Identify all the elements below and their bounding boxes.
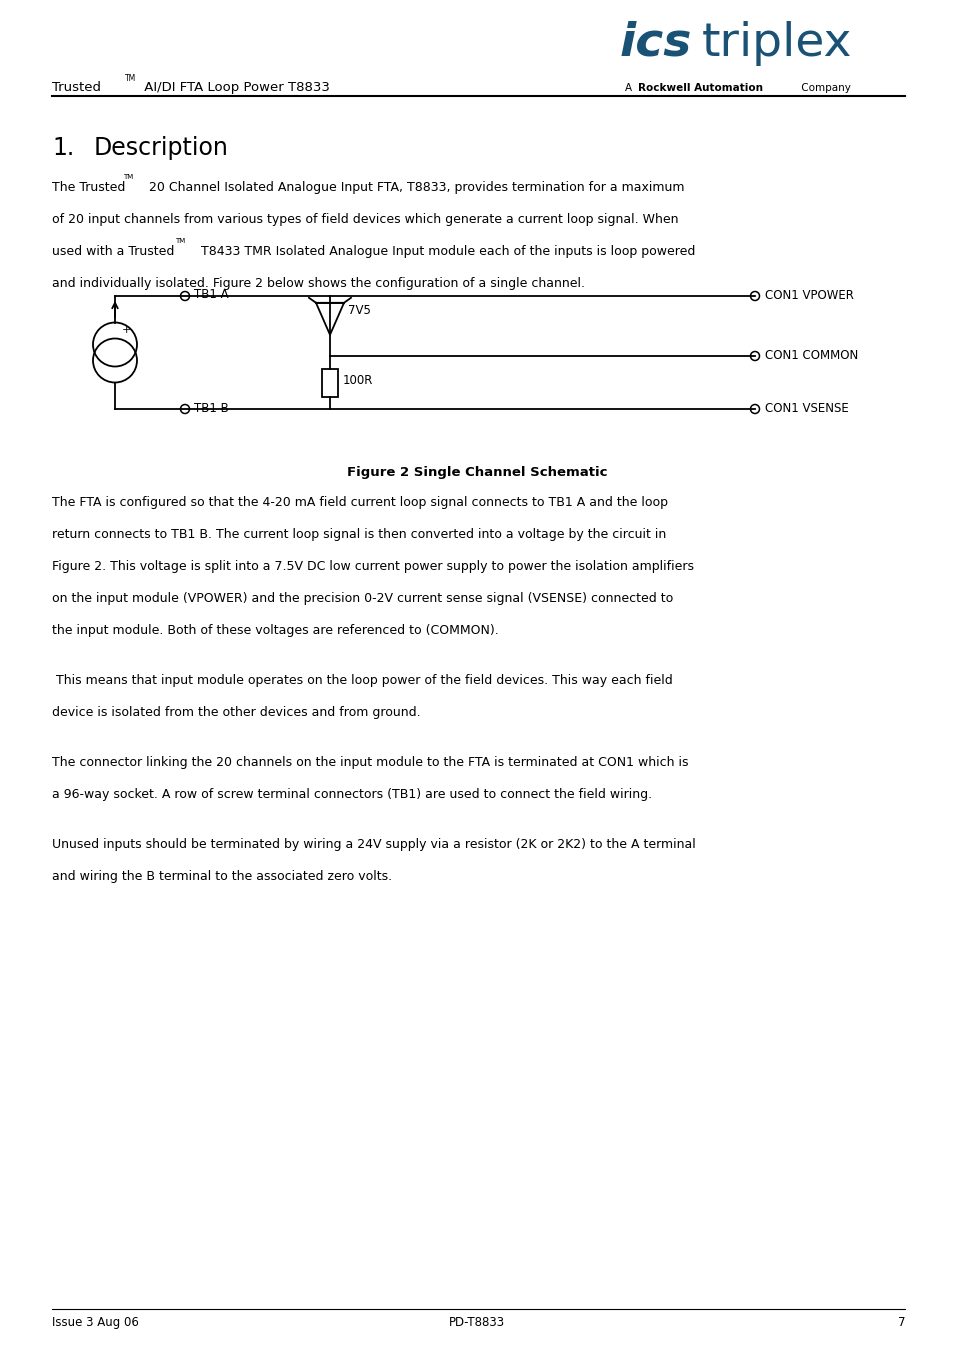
Text: ics: ics [619,22,692,66]
Text: used with a Trusted: used with a Trusted [52,245,174,258]
Text: TM: TM [175,238,185,245]
Text: The connector linking the 20 channels on the input module to the FTA is terminat: The connector linking the 20 channels on… [52,757,688,769]
Text: TB1 B: TB1 B [193,401,229,415]
Text: Trusted: Trusted [52,81,101,95]
Text: triplex: triplex [701,22,852,66]
Text: the input module. Both of these voltages are referenced to (COMMON).: the input module. Both of these voltages… [52,624,498,638]
Text: 7: 7 [897,1316,904,1329]
Text: TM: TM [125,74,136,82]
Text: and individually isolated. Figure 2 below shows the configuration of a single ch: and individually isolated. Figure 2 belo… [52,277,584,290]
Text: TM: TM [123,174,133,180]
Text: 20 Channel Isolated Analogue Input FTA, T8833, provides termination for a maximu: 20 Channel Isolated Analogue Input FTA, … [141,181,684,195]
Text: The FTA is configured so that the 4-20 mA field current loop signal connects to : The FTA is configured so that the 4-20 m… [52,496,667,509]
Text: 7V5: 7V5 [348,304,371,317]
Text: T8433 TMR Isolated Analogue Input module each of the inputs is loop powered: T8433 TMR Isolated Analogue Input module… [193,245,695,258]
Text: AI/DI FTA Loop Power T8833: AI/DI FTA Loop Power T8833 [140,81,330,95]
Text: Description: Description [94,136,229,159]
Text: Figure 2. This voltage is split into a 7.5V DC low current power supply to power: Figure 2. This voltage is split into a 7… [52,561,693,573]
Text: CON1 VPOWER: CON1 VPOWER [764,289,853,303]
Text: and wiring the B terminal to the associated zero volts.: and wiring the B terminal to the associa… [52,870,392,884]
Text: a 96-way socket. A row of screw terminal connectors (TB1) are used to connect th: a 96-way socket. A row of screw terminal… [52,788,652,801]
Text: This means that input module operates on the loop power of the field devices. Th: This means that input module operates on… [52,674,672,688]
Text: of 20 input channels from various types of field devices which generate a curren: of 20 input channels from various types … [52,213,678,226]
Text: CON1 VSENSE: CON1 VSENSE [764,403,848,415]
Text: Rockwell Automation: Rockwell Automation [638,82,762,93]
Text: Issue 3 Aug 06: Issue 3 Aug 06 [52,1316,139,1329]
Bar [322,369,337,396]
Text: The Trusted: The Trusted [52,181,125,195]
Text: +: + [122,324,132,335]
Text: TB1 A: TB1 A [193,289,229,301]
Text: A: A [624,82,635,93]
Text: Company: Company [797,82,850,93]
Text: on the input module (VPOWER) and the precision 0-2V current sense signal (VSENSE: on the input module (VPOWER) and the pre… [52,592,673,605]
Text: device is isolated from the other devices and from ground.: device is isolated from the other device… [52,707,420,719]
Text: return connects to TB1 B. The current loop signal is then converted into a volta: return connects to TB1 B. The current lo… [52,528,665,540]
Text: 1.: 1. [52,136,74,159]
Text: PD-T8833: PD-T8833 [449,1316,504,1329]
Text: 100R: 100R [343,374,373,386]
Text: CON1 COMMON: CON1 COMMON [764,349,858,362]
Text: Figure 2 Single Channel Schematic: Figure 2 Single Channel Schematic [346,466,607,480]
Text: Unused inputs should be terminated by wiring a 24V supply via a resistor (2K or : Unused inputs should be terminated by wi… [52,838,695,851]
